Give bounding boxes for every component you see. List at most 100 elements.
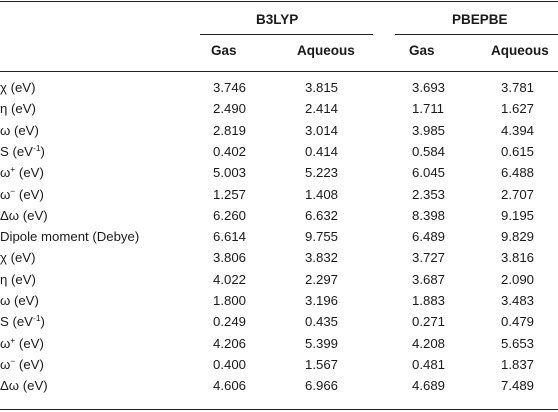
table-cell: 2.490 xyxy=(213,101,247,117)
row-label-text: η (eV) xyxy=(0,271,36,287)
row-label-superscript: + xyxy=(10,164,16,175)
table-cell: 0.435 xyxy=(305,314,339,330)
row-label-superscript: − xyxy=(10,185,16,196)
table-cell: 3.693 xyxy=(412,80,446,95)
row-label-superscript: + xyxy=(10,334,16,345)
group-header-b3lyp: B3LYP xyxy=(256,12,299,27)
row-label-text: Δω (eV) xyxy=(0,207,48,223)
table-cell: 3.727 xyxy=(412,250,446,266)
row-label: η (eV) xyxy=(0,270,36,290)
row-label: ω+ (eV) xyxy=(0,334,44,354)
row-label-text: η (eV) xyxy=(0,101,36,117)
row-label: Δω (eV) xyxy=(0,376,48,396)
table-cell: 0.479 xyxy=(501,314,535,330)
table-cell: 6.614 xyxy=(213,229,247,245)
table-cell: 1.883 xyxy=(412,293,446,308)
table-cell: 3.014 xyxy=(305,122,339,138)
table-cell: 3.687 xyxy=(412,271,446,287)
table-cell: 8.398 xyxy=(412,207,446,223)
table-cell: 1.800 xyxy=(213,293,247,308)
row-label-text: ω xyxy=(0,335,11,351)
group-rule-b3lyp xyxy=(200,34,373,35)
row-label-superscript: -1 xyxy=(32,142,41,153)
table-cell: 9.755 xyxy=(305,229,339,245)
row-label-unit: (eV) xyxy=(15,186,44,202)
header-bottom-rule xyxy=(0,71,558,72)
table-cell: 3.832 xyxy=(305,250,339,266)
subheader-aqueous-pbepbe: Aqueous xyxy=(491,43,549,58)
table-cell: 3.196 xyxy=(305,293,339,308)
table-cell: 5.223 xyxy=(305,165,339,181)
table-cell: 7.489 xyxy=(501,378,535,394)
table-cell: 3.746 xyxy=(213,80,247,95)
table-cell: 1.627 xyxy=(501,101,535,117)
table-cell: 4.606 xyxy=(213,378,247,394)
row-label: χ (eV) xyxy=(0,248,36,268)
table-cell: 3.781 xyxy=(501,80,535,95)
row-label: S (eV-1) xyxy=(0,312,45,332)
table-cell: 6.260 xyxy=(213,207,247,223)
row-label-text: Δω (eV) xyxy=(0,378,48,394)
group-rule-pbepbe xyxy=(395,34,558,35)
subheader-aqueous-b3lyp: Aqueous xyxy=(297,43,355,58)
row-label: ω (eV) xyxy=(0,121,39,141)
table-cell: 1.567 xyxy=(305,356,339,372)
row-label-superscript: − xyxy=(10,355,16,366)
table-bottom-rule xyxy=(0,409,558,410)
table-top-rule xyxy=(0,1,558,2)
row-label-text: χ (eV) xyxy=(0,250,36,266)
table-cell: 6.966 xyxy=(305,378,339,394)
table-cell: 0.584 xyxy=(412,143,446,159)
table-cell: 9.829 xyxy=(501,229,535,245)
table-cell: 1.837 xyxy=(501,356,535,372)
table-cell: 1.408 xyxy=(305,186,339,202)
row-label: ω+ (eV) xyxy=(0,163,44,183)
table-cell: 0.481 xyxy=(412,356,446,372)
table-cell: 3.483 xyxy=(501,293,535,308)
table-cell: 3.985 xyxy=(412,122,446,138)
subheader-gas-b3lyp: Gas xyxy=(211,43,237,58)
table-cell: 0.400 xyxy=(213,356,247,372)
table-cell: 2.297 xyxy=(305,271,339,287)
table-cell: 4.689 xyxy=(412,378,446,394)
table-cell: 5.399 xyxy=(305,335,339,351)
group-header-pbepbe: PBEPBE xyxy=(452,12,508,27)
row-label-text: χ (eV) xyxy=(0,80,36,95)
subheader-gas-pbepbe: Gas xyxy=(409,43,435,58)
table-cell: 4.208 xyxy=(412,335,446,351)
table-cell: 0.615 xyxy=(501,143,535,159)
row-label: ω− (eV) xyxy=(0,355,44,375)
table-cell: 3.806 xyxy=(213,250,247,266)
row-label: ω (eV) xyxy=(0,291,39,311)
row-label-superscript: -1 xyxy=(32,313,41,324)
row-label: η (eV) xyxy=(0,99,36,119)
table-cell: 1.711 xyxy=(412,101,445,117)
row-label-text: Dipole moment (Debye) xyxy=(0,229,140,245)
table-cell: 0.414 xyxy=(305,143,339,159)
row-label-text: S (eV xyxy=(0,143,33,159)
row-label-text: ω xyxy=(0,186,11,202)
table-cell: 1.257 xyxy=(213,186,247,202)
table-cell: 9.195 xyxy=(501,207,535,223)
row-label-unit: ) xyxy=(40,314,45,330)
table-cell: 4.394 xyxy=(501,122,535,138)
row-label: χ (eV) xyxy=(0,78,36,98)
row-label-text: ω (eV) xyxy=(0,293,39,308)
row-label-text: ω xyxy=(0,356,11,372)
table-cell: 4.022 xyxy=(213,271,247,287)
table-cell: 6.045 xyxy=(412,165,446,181)
row-label-text: S (eV xyxy=(0,314,33,330)
row-label-unit: (eV) xyxy=(15,165,44,181)
table-cell: 6.488 xyxy=(501,165,535,181)
row-label-text: ω xyxy=(0,165,11,181)
table-cell: 0.249 xyxy=(213,314,247,330)
table-cell: 6.489 xyxy=(412,229,446,245)
table-cell: 2.090 xyxy=(501,271,535,287)
table-cell: 5.003 xyxy=(213,165,247,181)
row-label-unit: (eV) xyxy=(15,335,44,351)
table-cell: 3.815 xyxy=(305,80,339,95)
table-cell: 6.632 xyxy=(305,207,339,223)
row-label-unit: ) xyxy=(40,143,45,159)
table-cell: 0.402 xyxy=(213,143,247,159)
